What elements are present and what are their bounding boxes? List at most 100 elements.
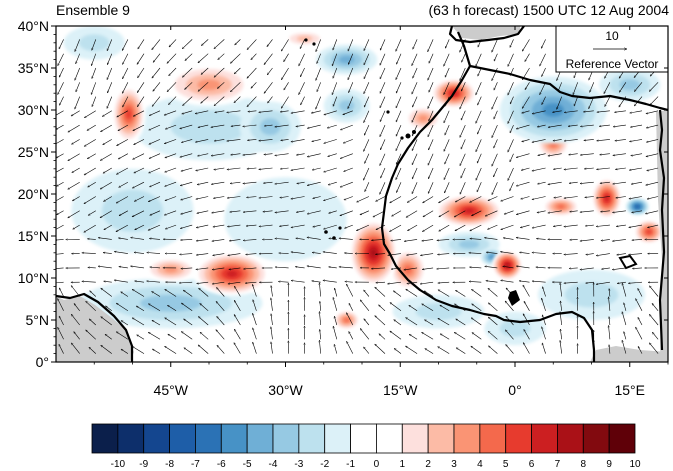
wind-vector bbox=[334, 344, 338, 354]
wind-vector bbox=[165, 224, 177, 229]
wind-vector bbox=[380, 167, 386, 178]
wind-vector bbox=[440, 304, 450, 312]
wind-vector bbox=[471, 289, 482, 297]
wind-vector bbox=[197, 281, 209, 283]
wind-vector bbox=[379, 110, 386, 122]
wind-vector bbox=[149, 167, 161, 174]
wind-vector bbox=[600, 211, 610, 212]
wind-vector bbox=[509, 182, 514, 191]
wind-vector bbox=[617, 253, 626, 255]
wind-vector bbox=[580, 181, 594, 183]
wind-vector bbox=[181, 268, 193, 269]
wind-vector bbox=[68, 181, 80, 190]
wind-vector bbox=[149, 181, 161, 188]
wind-vector bbox=[630, 124, 643, 127]
wind-vector bbox=[501, 280, 514, 283]
lat-tick-label: 40°N bbox=[18, 18, 49, 34]
wind-vector bbox=[406, 210, 418, 218]
wind-vector bbox=[132, 210, 145, 218]
wind-vector bbox=[104, 224, 112, 231]
wind-vector bbox=[137, 67, 145, 78]
wind-vector bbox=[212, 239, 225, 241]
wind-vector bbox=[267, 39, 273, 46]
wind-vector bbox=[263, 182, 273, 183]
wind-vector bbox=[406, 253, 418, 256]
wind-vector bbox=[609, 325, 611, 340]
wind-vector bbox=[197, 181, 209, 185]
wind-vector bbox=[412, 67, 418, 78]
wind-vector bbox=[631, 181, 643, 184]
lat-tick-label: 10°N bbox=[18, 270, 49, 286]
wind-vector bbox=[459, 182, 466, 194]
wind-vector bbox=[491, 182, 498, 195]
wind-vector bbox=[229, 239, 241, 241]
wind-vector bbox=[213, 253, 225, 256]
wind-vector bbox=[184, 347, 193, 354]
wind-vector bbox=[329, 238, 337, 240]
wind-vector bbox=[347, 67, 354, 80]
wind-vector bbox=[584, 168, 594, 169]
wind-vector bbox=[243, 181, 257, 183]
wind-vector bbox=[320, 301, 321, 311]
wind-vector bbox=[195, 110, 209, 114]
colorbar-cell bbox=[453, 423, 481, 454]
wind-vector bbox=[629, 139, 643, 141]
wind-vector bbox=[332, 53, 338, 66]
wind-vector bbox=[564, 110, 578, 113]
wind-vector bbox=[68, 210, 80, 219]
wind-vector bbox=[455, 224, 466, 232]
wind-vector bbox=[411, 53, 418, 66]
wind-vector bbox=[181, 302, 193, 312]
wind-vector bbox=[364, 319, 370, 326]
wind-vector bbox=[165, 345, 177, 354]
wind-vector bbox=[296, 124, 305, 127]
wind-vector bbox=[74, 67, 80, 80]
wind-vector bbox=[329, 210, 337, 214]
wind-vector bbox=[253, 342, 257, 354]
wind-vector bbox=[493, 139, 498, 148]
wind-vector bbox=[73, 224, 80, 230]
anomaly-contour bbox=[564, 282, 619, 308]
wind-vector bbox=[541, 39, 546, 48]
wind-vector bbox=[196, 224, 209, 228]
wind-vector bbox=[299, 39, 305, 48]
wind-vector bbox=[216, 301, 225, 311]
wind-vector bbox=[343, 110, 353, 115]
wind-vector bbox=[116, 196, 129, 204]
wind-vector bbox=[56, 181, 64, 187]
wind-vector bbox=[312, 281, 321, 283]
masked-land-south-america bbox=[56, 296, 134, 362]
wind-vector bbox=[522, 110, 530, 113]
wind-vector bbox=[216, 330, 225, 340]
wind-vector bbox=[291, 224, 305, 227]
wind-vector bbox=[395, 167, 402, 180]
wind-vector bbox=[180, 124, 193, 129]
wind-vector bbox=[553, 167, 562, 169]
wind-vector bbox=[373, 210, 386, 218]
colorbar-label: 10 bbox=[629, 459, 641, 470]
wind-vector bbox=[601, 239, 610, 240]
wind-vector bbox=[58, 39, 64, 49]
wind-vector bbox=[395, 110, 402, 122]
wind-vector bbox=[564, 196, 578, 199]
wind-vector bbox=[427, 96, 434, 109]
colorbar-cell bbox=[401, 423, 429, 454]
wind-vector bbox=[234, 286, 241, 297]
wind-vector bbox=[198, 53, 209, 63]
forecast-time-title: (63 h forecast) 1500 UTC 12 Aug 2004 bbox=[428, 2, 669, 18]
wind-vector bbox=[552, 110, 562, 113]
wind-vector bbox=[363, 110, 370, 123]
wind-vector bbox=[422, 331, 434, 340]
anomaly-contour bbox=[197, 79, 221, 91]
wind-vector bbox=[86, 330, 97, 340]
wind-vector bbox=[56, 110, 64, 116]
wind-vector bbox=[185, 82, 193, 89]
reference-vector-box: 10 Reference Vector bbox=[555, 25, 669, 73]
wind-vector bbox=[148, 224, 161, 231]
wind-vector bbox=[637, 288, 643, 297]
island-azores-2 bbox=[312, 42, 316, 46]
wind-vector bbox=[323, 196, 337, 201]
wind-vector bbox=[541, 96, 546, 105]
colorbar-cell bbox=[143, 423, 170, 454]
